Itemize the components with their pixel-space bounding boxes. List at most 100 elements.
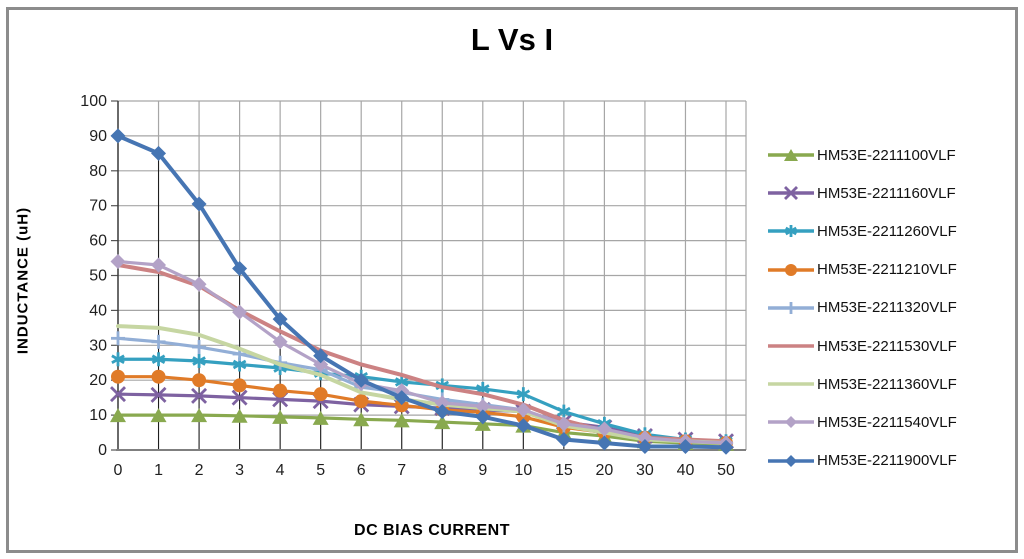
legend-label: HM53E-2211900VLF [817, 452, 957, 470]
x-tick-label: 2 [195, 462, 204, 479]
series-marker-HM53E-2211100VLF [353, 412, 370, 427]
series-line-HM53E-2211540VLF [116, 259, 728, 445]
series-marker-HM53E-2211100VLF [231, 408, 248, 423]
series-marker-HM53E-2211540VLF [515, 402, 531, 418]
legend-label: HM53E-2211530VLF [817, 337, 957, 355]
legend-item: HM53E-2211210VLF [768, 251, 1018, 289]
legend-swatch-diamond-icon [768, 416, 814, 429]
series-marker-HM53E-2211210VLF [313, 387, 328, 402]
y-tick-label: 50 [89, 268, 107, 285]
legend-item: HM53E-2211320VLF [768, 289, 1018, 327]
x-tick-label: 9 [478, 462, 487, 479]
series-marker-HM53E-2211900VLF [232, 261, 248, 277]
x-tick-label: 40 [677, 462, 695, 479]
x-axis-title: DC BIAS CURRENT [354, 522, 510, 539]
series-line-HM53E-2211260VLF [116, 357, 728, 443]
series-marker-HM53E-2211160VLF [191, 387, 208, 404]
series-marker-HM53E-2211100VLF [110, 408, 126, 423]
series-marker-HM53E-2211160VLF [150, 386, 167, 403]
x-tick-label: 0 [114, 462, 123, 479]
series-marker-HM53E-2211540VLF [110, 254, 126, 270]
series-marker-HM53E-2211540VLF [313, 356, 329, 372]
x-tick-label: 6 [357, 462, 366, 479]
x-tick-label: 10 [514, 462, 532, 479]
series-marker-HM53E-2211540VLF [556, 416, 572, 432]
series-marker-HM53E-2211210VLF [273, 383, 288, 398]
series-marker-HM53E-2211900VLF [313, 348, 329, 364]
x-tick-label: 7 [397, 462, 406, 479]
series-marker-HM53E-2211540VLF [475, 398, 491, 414]
series-marker-HM53E-2211900VLF [151, 145, 167, 161]
series-marker-HM53E-2211540VLF [232, 304, 248, 320]
series-marker-HM53E-2211900VLF [677, 439, 693, 455]
series-marker-HM53E-2211260VLF [151, 354, 166, 364]
x-tick-label: 8 [438, 462, 447, 479]
x-tick-label: 5 [316, 462, 325, 479]
series-marker-HM53E-2211100VLF [312, 410, 329, 425]
legend-label: HM53E-2211360VLF [817, 375, 957, 393]
legend-marker [785, 227, 797, 236]
series-marker-HM53E-2211540VLF [596, 421, 612, 437]
legend-label: HM53E-2211320VLF [817, 299, 957, 317]
y-tick-label: 10 [89, 407, 107, 424]
series-marker-HM53E-2211900VLF [596, 435, 612, 451]
series-marker-HM53E-2211540VLF [434, 395, 450, 411]
y-tick-label: 40 [89, 302, 107, 319]
series-line-HM53E-2211320VLF [116, 336, 728, 445]
series-marker-HM53E-2211260VLF [394, 377, 409, 387]
x-tick-label: 4 [276, 462, 285, 479]
x-tick-label: 15 [555, 462, 573, 479]
series-marker-HM53E-2211160VLF [231, 389, 248, 406]
legend-marker [784, 186, 798, 201]
series-marker-HM53E-2211900VLF [110, 128, 126, 144]
series-marker-HM53E-2211100VLF [434, 415, 451, 430]
legend-swatch-diamond-icon [768, 454, 814, 467]
series-marker-HM53E-2211160VLF [110, 386, 126, 403]
chart-title: L Vs I [470, 22, 554, 57]
x-tick-label: 3 [235, 462, 244, 479]
y-tick-label: 20 [89, 372, 107, 389]
y-tick-label: 0 [98, 442, 107, 459]
series-marker-HM53E-2211210VLF [232, 378, 247, 393]
series-marker-HM53E-2211210VLF [111, 369, 125, 384]
series-marker-HM53E-2211260VLF [192, 356, 206, 366]
series-marker-HM53E-2211210VLF [192, 373, 207, 388]
y-tick-label: 100 [80, 93, 107, 110]
legend-swatch-circle-icon [768, 263, 814, 276]
y-tick-label: 70 [89, 198, 107, 215]
series-marker-HM53E-2211260VLF [111, 354, 125, 364]
legend-swatch-x-icon [768, 186, 814, 201]
y-tick-label: 80 [89, 163, 107, 180]
series-marker-HM53E-2211100VLF [272, 409, 289, 424]
legend-marker [785, 263, 797, 276]
legend-label: HM53E-2211260VLF [817, 222, 957, 240]
legend-marker [784, 149, 798, 162]
series-marker-HM53E-2211100VLF [150, 408, 167, 423]
y-tick-label: 60 [89, 233, 107, 250]
legend-item: HM53E-2211540VLF [768, 403, 1018, 441]
x-tick-label: 20 [596, 462, 614, 479]
legend-swatch-asterisk-icon [768, 225, 814, 238]
y-tick-label: 30 [89, 337, 107, 354]
series-marker-HM53E-2211540VLF [272, 334, 288, 350]
legend-item: HM53E-2211100VLF [768, 136, 1018, 174]
series-marker-HM53E-2211900VLF [191, 196, 207, 212]
legend-label: HM53E-2211160VLF [817, 184, 956, 202]
series-marker-HM53E-2211540VLF [637, 430, 653, 446]
legend-item: HM53E-2211900VLF [768, 442, 1018, 480]
legend-label: HM53E-2211100VLF [817, 146, 956, 164]
series-line-HM53E-2211900VLF [116, 133, 728, 450]
series-marker-HM53E-2211900VLF [475, 409, 491, 425]
series-marker-HM53E-2211260VLF [232, 359, 247, 370]
series-marker-HM53E-2211900VLF [394, 390, 410, 406]
series-marker-HM53E-2211900VLF [556, 432, 572, 448]
series-marker-HM53E-2211260VLF [557, 406, 571, 417]
series-marker-HM53E-2211100VLF [191, 408, 208, 423]
legend-swatch-plus-icon [768, 301, 814, 314]
y-tick-label: 90 [89, 128, 107, 145]
series-marker-HM53E-2211540VLF [191, 276, 207, 292]
series-marker-HM53E-2211260VLF [476, 384, 490, 394]
legend: HM53E-2211100VLF HM53E-2211160VLF HM53E-22… [768, 136, 1018, 480]
legend-item: HM53E-2211360VLF [768, 365, 1018, 403]
